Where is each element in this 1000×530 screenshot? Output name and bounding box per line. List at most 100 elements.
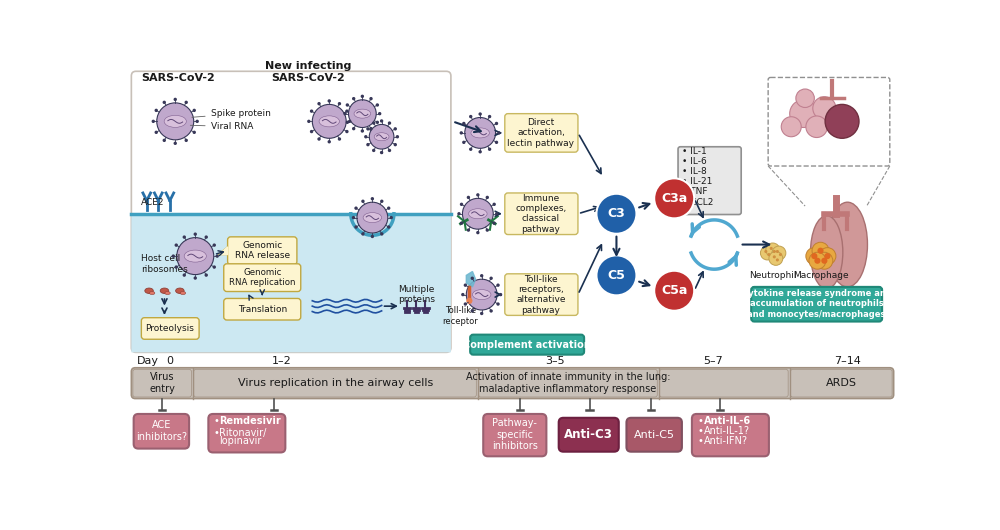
Circle shape — [175, 243, 178, 247]
Circle shape — [216, 254, 219, 258]
FancyBboxPatch shape — [768, 77, 890, 166]
Text: • TNF: • TNF — [682, 188, 707, 197]
Circle shape — [376, 103, 379, 107]
Circle shape — [489, 309, 493, 313]
Text: •: • — [697, 426, 703, 436]
Circle shape — [813, 96, 836, 120]
Circle shape — [194, 233, 197, 236]
Circle shape — [471, 309, 474, 313]
Circle shape — [396, 135, 399, 138]
Circle shape — [471, 277, 474, 280]
FancyBboxPatch shape — [505, 274, 578, 315]
Circle shape — [596, 194, 636, 234]
Polygon shape — [219, 247, 228, 254]
Circle shape — [457, 212, 461, 215]
Text: • IL-6: • IL-6 — [682, 157, 707, 166]
Circle shape — [155, 109, 158, 112]
Circle shape — [796, 89, 814, 108]
Circle shape — [177, 237, 214, 275]
Text: SARS-CoV-2: SARS-CoV-2 — [141, 73, 215, 83]
Circle shape — [155, 130, 158, 134]
Text: Direct
activation,
lectin pathway: Direct activation, lectin pathway — [507, 118, 574, 148]
Circle shape — [328, 140, 331, 144]
Text: 7–14: 7–14 — [834, 356, 861, 366]
Circle shape — [486, 196, 489, 199]
Ellipse shape — [165, 292, 170, 295]
Circle shape — [489, 277, 493, 280]
Circle shape — [790, 100, 817, 128]
Circle shape — [352, 127, 355, 130]
Circle shape — [310, 130, 313, 133]
Circle shape — [364, 135, 368, 138]
Circle shape — [462, 198, 493, 229]
Circle shape — [654, 178, 694, 218]
Circle shape — [348, 120, 351, 123]
Circle shape — [183, 273, 186, 277]
Text: Day: Day — [137, 356, 159, 366]
Text: Proteolysis: Proteolysis — [145, 324, 194, 333]
Circle shape — [488, 115, 491, 118]
Circle shape — [345, 130, 349, 133]
Circle shape — [769, 251, 783, 266]
Circle shape — [781, 117, 801, 137]
Circle shape — [394, 143, 397, 146]
Text: 5–7: 5–7 — [703, 356, 723, 366]
Ellipse shape — [363, 213, 382, 223]
Circle shape — [372, 121, 375, 125]
Text: • IL-21: • IL-21 — [682, 178, 712, 187]
Text: Virus replication in the airway cells: Virus replication in the airway cells — [238, 378, 433, 388]
Text: 0: 0 — [166, 356, 173, 366]
Circle shape — [806, 116, 827, 137]
Circle shape — [478, 150, 482, 154]
Circle shape — [346, 103, 349, 107]
Ellipse shape — [374, 132, 389, 141]
Circle shape — [480, 274, 483, 277]
Text: Anti-IFN?: Anti-IFN? — [703, 436, 747, 446]
Text: C3: C3 — [608, 207, 625, 220]
Ellipse shape — [164, 116, 186, 127]
Text: Virus
entry: Virus entry — [149, 373, 175, 394]
FancyBboxPatch shape — [224, 298, 301, 320]
Text: Translation: Translation — [238, 305, 287, 314]
Text: lopinavir: lopinavir — [219, 436, 262, 446]
Circle shape — [194, 276, 197, 280]
Circle shape — [461, 293, 465, 296]
Circle shape — [172, 254, 175, 258]
Circle shape — [819, 248, 836, 264]
Circle shape — [492, 222, 496, 225]
Circle shape — [776, 259, 779, 261]
Text: ACE2: ACE2 — [141, 198, 165, 207]
Circle shape — [464, 302, 467, 306]
Circle shape — [157, 103, 194, 140]
Circle shape — [163, 101, 166, 104]
Ellipse shape — [469, 209, 487, 219]
Circle shape — [369, 125, 394, 149]
Circle shape — [390, 216, 393, 219]
Text: New infecting
SARS-CoV-2: New infecting SARS-CoV-2 — [265, 61, 352, 83]
FancyBboxPatch shape — [194, 369, 476, 397]
Text: C5a: C5a — [661, 284, 687, 297]
FancyBboxPatch shape — [692, 414, 769, 456]
Circle shape — [476, 231, 480, 234]
FancyBboxPatch shape — [224, 264, 301, 292]
Ellipse shape — [472, 289, 491, 299]
Circle shape — [654, 271, 694, 311]
Text: Viral RNA: Viral RNA — [190, 122, 253, 131]
Ellipse shape — [149, 292, 155, 295]
Text: Spike protein: Spike protein — [192, 109, 271, 118]
Circle shape — [776, 250, 779, 253]
Circle shape — [193, 130, 196, 134]
Text: Multiple
proteins: Multiple proteins — [398, 285, 435, 304]
Circle shape — [478, 112, 482, 116]
Text: C5: C5 — [608, 269, 625, 282]
Text: •: • — [697, 416, 703, 426]
Circle shape — [354, 225, 358, 229]
Polygon shape — [466, 271, 476, 287]
Text: Cytokine release syndrome and
accumulation of neutrophils
and monocytes/macropha: Cytokine release syndrome and accumulati… — [742, 289, 892, 319]
Circle shape — [387, 207, 390, 210]
Circle shape — [372, 149, 375, 152]
Circle shape — [596, 255, 636, 295]
Circle shape — [213, 243, 216, 247]
Text: Toll-like
receptor: Toll-like receptor — [442, 306, 478, 325]
Circle shape — [357, 202, 388, 233]
